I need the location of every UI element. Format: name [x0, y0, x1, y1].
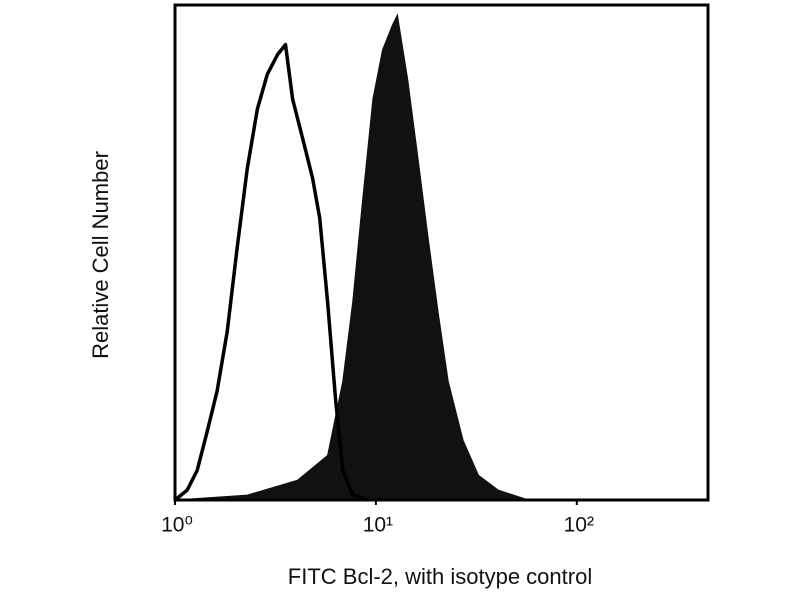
histogram-area: [174, 13, 529, 501]
y-axis-label: Relative Cell Number: [88, 151, 113, 359]
x-axis-label: FITC Bcl-2, with isotype control: [288, 564, 592, 589]
histogram-outline: [173, 42, 369, 502]
x-tick-label: 10¹: [363, 514, 393, 537]
x-tick-label: 10⁰: [161, 514, 193, 537]
plot-frame: [173, 3, 710, 502]
x-tick-label: 10²: [564, 514, 594, 537]
